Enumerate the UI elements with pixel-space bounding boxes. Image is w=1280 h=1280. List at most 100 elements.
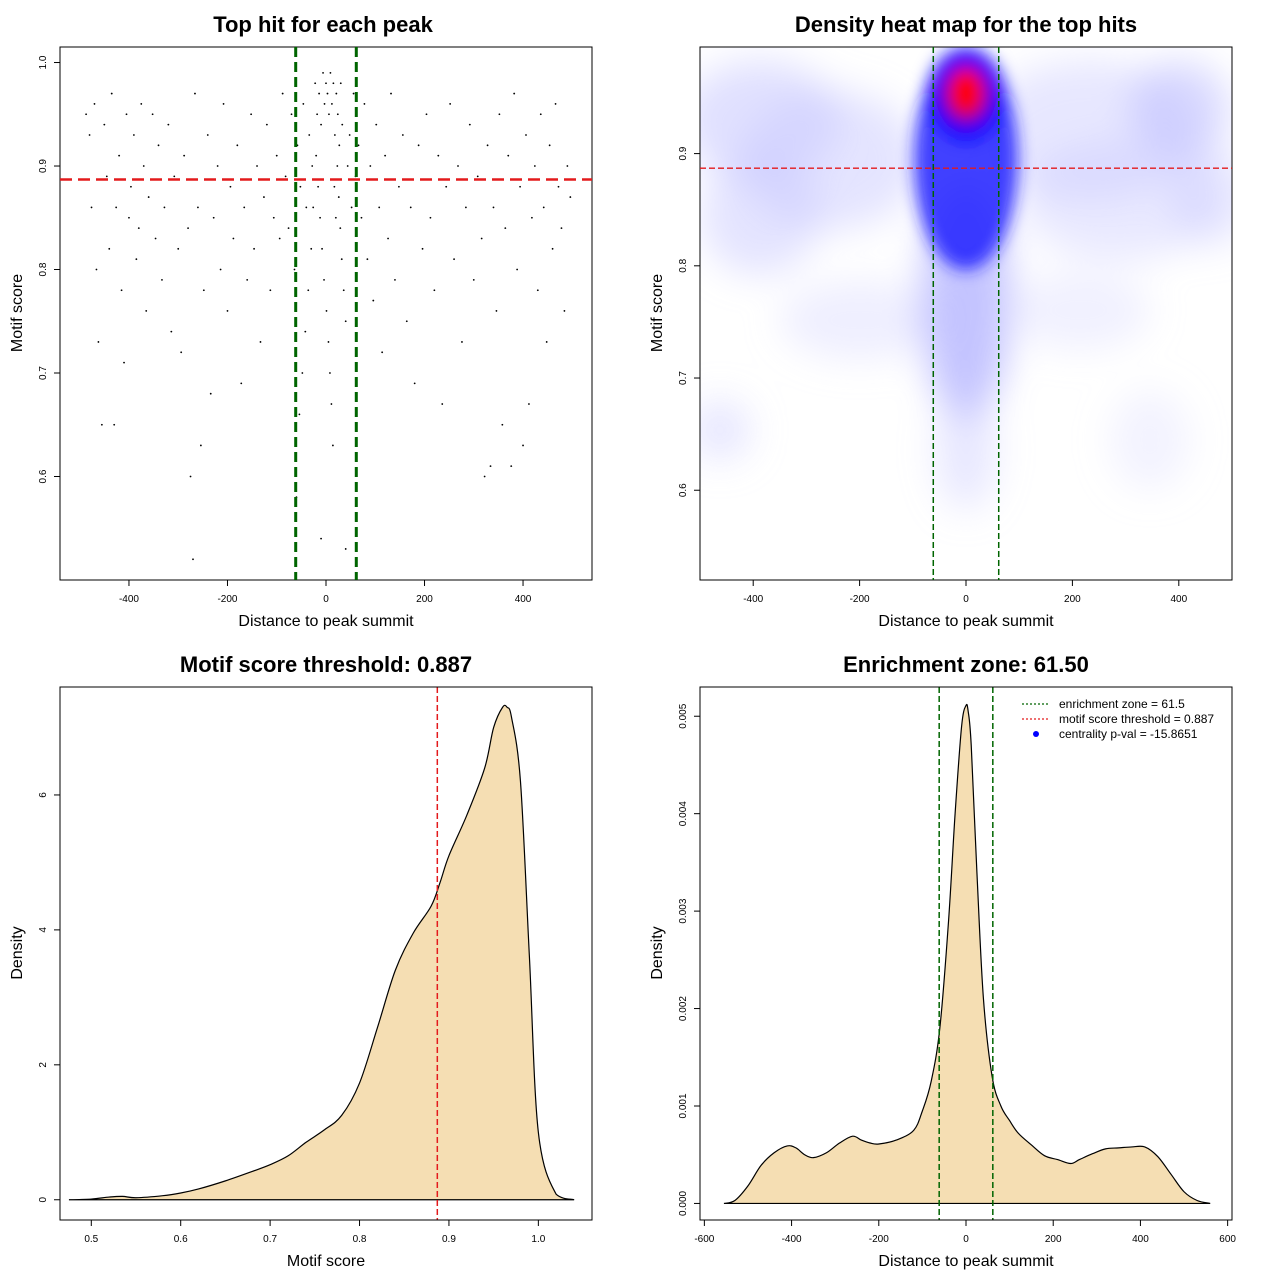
- scatter-ylabel: Motif score: [9, 274, 26, 352]
- scatter-point: [333, 134, 336, 136]
- scatter-point: [348, 134, 351, 136]
- scatter-point: [332, 82, 335, 85]
- scatter-point: [290, 113, 293, 116]
- scatter-point: [372, 299, 375, 302]
- x-tick-label: 0.7: [263, 1234, 277, 1245]
- scatter-point: [327, 341, 330, 343]
- scatter-point: [115, 206, 118, 209]
- scatter-point: [483, 475, 486, 478]
- scatter-point: [194, 92, 196, 95]
- scatter-point: [501, 423, 504, 426]
- scatter-point: [453, 258, 455, 261]
- scatter-point: [375, 123, 378, 126]
- legend-label: enrichment zone = 61.5: [1059, 697, 1185, 711]
- scatter-point: [246, 278, 249, 281]
- x-tick-label: 0: [963, 594, 969, 605]
- y-tick-label: 0.001: [678, 1093, 689, 1118]
- enrichment-zone-lines: [938, 687, 994, 1220]
- y-tick-label: 6: [38, 792, 49, 798]
- scatter-point: [315, 154, 318, 157]
- scatter-point: [202, 289, 205, 292]
- scatter-point: [539, 113, 542, 116]
- scatter-point: [464, 206, 467, 209]
- scatter-point: [421, 247, 424, 250]
- scatter-point: [108, 247, 111, 250]
- scatter-point: [304, 330, 307, 333]
- y-tick-label: 0.8: [678, 258, 689, 272]
- heatmap-title: Density heat map for the top hits: [795, 12, 1137, 37]
- score-density-title: Motif score threshold: 0.887: [180, 652, 472, 677]
- scatter-point: [329, 71, 332, 74]
- scatter-point: [299, 185, 302, 188]
- scatter-point: [253, 247, 255, 250]
- scatter-point: [323, 103, 326, 105]
- y-tick-label: 0.7: [38, 366, 49, 380]
- scatter-point: [317, 185, 320, 188]
- scatter-point: [272, 216, 275, 219]
- x-tick-label: 400: [1132, 1234, 1149, 1245]
- scatter-point: [263, 196, 265, 198]
- scatter-point: [336, 113, 339, 116]
- scatter-point: [336, 165, 339, 167]
- scatter-point: [486, 144, 489, 147]
- scatter-point: [105, 175, 108, 178]
- scatter-point: [293, 268, 296, 271]
- scatter-point: [183, 154, 186, 157]
- scatter-point: [339, 82, 342, 85]
- scatter-point: [425, 113, 428, 116]
- scatter-point: [142, 165, 145, 167]
- scatter-point: [125, 113, 128, 116]
- y-tick-label: 0.6: [38, 469, 49, 483]
- scatter-point: [363, 103, 366, 105]
- scatter-point: [381, 351, 384, 354]
- scatter-point: [135, 258, 138, 261]
- x-tick-label: -400: [119, 594, 139, 605]
- heatmap-ticks: -400 -200 0 200 400 0.6 0.7 0.8 0.9: [678, 146, 1188, 605]
- scatter-point: [319, 216, 321, 219]
- scatter-point: [339, 227, 342, 230]
- scatter-point: [344, 320, 347, 323]
- scatter-point: [93, 103, 96, 105]
- scatter-point: [338, 144, 341, 147]
- scatter-points: [85, 71, 572, 561]
- scatter-point: [569, 196, 572, 198]
- scatter-point: [548, 144, 551, 147]
- heat-blob: [1020, 140, 1220, 260]
- scatter-point: [278, 237, 281, 240]
- scatter-point: [480, 237, 483, 240]
- scatter-point: [199, 444, 202, 447]
- scatter-point: [340, 258, 343, 261]
- heat-blob: [1130, 60, 1230, 160]
- score-density-plot-area: [59, 686, 593, 1221]
- scatter-point: [103, 123, 106, 126]
- heatmap-reference-lines: [700, 47, 1232, 580]
- scatter-point: [222, 103, 225, 105]
- y-tick-label: 0.8: [38, 262, 49, 276]
- heat-blob: [700, 155, 820, 275]
- scatter-point: [445, 185, 448, 188]
- scatter-point: [525, 134, 527, 136]
- scatter-point: [461, 341, 463, 343]
- x-tick-label: 400: [515, 594, 532, 605]
- scatter-point: [167, 123, 170, 126]
- scatter-point: [189, 475, 192, 478]
- scatter-point: [366, 258, 369, 261]
- scatter-point: [212, 216, 215, 219]
- scatter-point: [216, 165, 219, 167]
- scatter-point: [472, 278, 475, 281]
- y-tick-label: 0.6: [678, 483, 689, 497]
- scatter-point: [328, 113, 330, 116]
- scatter-point: [110, 92, 113, 95]
- scatter-point: [132, 134, 135, 136]
- x-tick-label: -200: [850, 594, 870, 605]
- x-tick-label: -600: [694, 1234, 714, 1245]
- distance-density-area: [723, 703, 1211, 1205]
- scatter-title: Top hit for each peak: [213, 12, 433, 37]
- x-tick-label: 0.8: [353, 1234, 367, 1245]
- scatter-point: [302, 103, 305, 105]
- y-tick-label: 0.7: [678, 371, 689, 385]
- scatter-point: [314, 82, 317, 85]
- scatter-point: [187, 227, 189, 230]
- scatter-point: [120, 289, 123, 292]
- scatter-point: [287, 227, 290, 230]
